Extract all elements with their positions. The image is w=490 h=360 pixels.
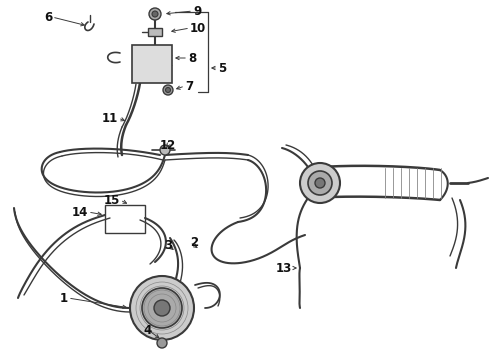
- Text: 13: 13: [276, 261, 292, 274]
- Circle shape: [166, 87, 171, 93]
- Text: 9: 9: [193, 5, 201, 18]
- Text: 3: 3: [164, 239, 172, 252]
- Text: 14: 14: [72, 206, 88, 219]
- Text: 1: 1: [60, 292, 68, 305]
- Text: 8: 8: [188, 51, 196, 64]
- Text: 15: 15: [103, 194, 120, 207]
- Circle shape: [163, 85, 173, 95]
- Circle shape: [142, 288, 182, 328]
- Text: 5: 5: [218, 62, 226, 75]
- Text: 7: 7: [185, 80, 193, 93]
- Bar: [148, 28, 162, 36]
- Circle shape: [315, 178, 325, 188]
- Text: 2: 2: [190, 235, 198, 248]
- Bar: [105, 205, 145, 233]
- Text: 11: 11: [102, 112, 118, 125]
- Circle shape: [149, 8, 161, 20]
- Bar: [132, 45, 172, 83]
- Circle shape: [152, 11, 158, 17]
- Text: 10: 10: [190, 22, 206, 35]
- Circle shape: [157, 338, 167, 348]
- Circle shape: [308, 171, 332, 195]
- Circle shape: [154, 300, 170, 316]
- Circle shape: [300, 163, 340, 203]
- Text: 4: 4: [144, 324, 152, 337]
- Circle shape: [130, 276, 194, 340]
- Text: 6: 6: [44, 10, 52, 23]
- Circle shape: [160, 145, 170, 155]
- Text: 12: 12: [160, 139, 176, 152]
